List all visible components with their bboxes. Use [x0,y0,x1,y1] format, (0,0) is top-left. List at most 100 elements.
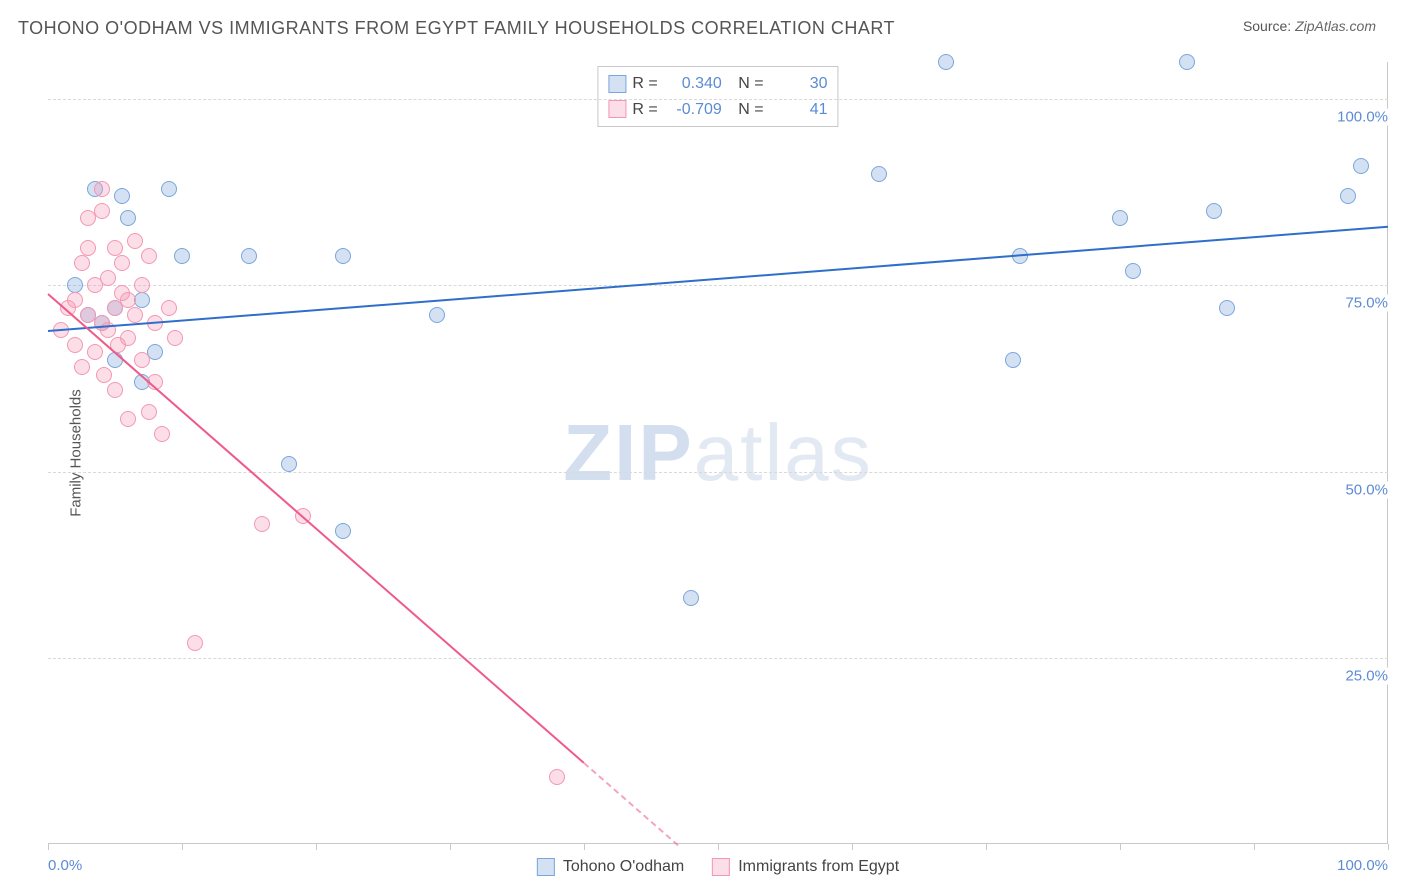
source-value: ZipAtlas.com [1295,18,1376,34]
y-tick-label: 75.0% [1341,295,1392,312]
data-point [120,292,136,308]
source: Source: ZipAtlas.com [1243,18,1376,34]
data-point [1340,188,1356,204]
x-tick-mark [48,844,49,850]
data-point [187,635,203,651]
data-point [114,188,130,204]
data-point [127,307,143,323]
data-point [100,270,116,286]
x-tick-mark [316,844,317,850]
n-value-2: 41 [770,97,828,123]
data-point [1125,263,1141,279]
watermark: ZIPatlas [563,407,872,499]
legend-item-1: Tohono O'odham [537,858,684,876]
x-tick-mark [584,844,585,850]
data-point [96,367,112,383]
data-point [107,382,123,398]
data-point [120,210,136,226]
chart-title: TOHONO O'ODHAM VS IMMIGRANTS FROM EGYPT … [18,18,895,39]
y-tick-label: 50.0% [1341,481,1392,498]
n-label: N = [738,71,763,97]
swatch-series-2b [712,858,730,876]
data-point [80,240,96,256]
data-point [94,181,110,197]
swatch-series-1 [608,75,626,93]
r-value-2: -0.709 [664,97,722,123]
y-axis-line [1387,62,1388,844]
gridline [48,658,1388,659]
x-tick-mark [718,844,719,850]
swatch-series-2 [608,100,626,118]
data-point [938,54,954,70]
data-point [254,516,270,532]
legend-item-2: Immigrants from Egypt [712,858,899,876]
data-point [154,426,170,442]
n-value-1: 30 [770,71,828,97]
data-point [241,248,257,264]
x-tick-mark [1254,844,1255,850]
r-label: R = [632,71,657,97]
data-point [127,233,143,249]
plot-area: Family Households ZIPatlas R = 0.340 N =… [48,62,1388,844]
data-point [134,277,150,293]
data-point [281,456,297,472]
n-label: N = [738,97,763,123]
trend-line [47,293,584,764]
data-point [141,404,157,420]
source-label: Source: [1243,18,1291,34]
data-point [134,292,150,308]
y-tick-label: 25.0% [1341,667,1392,684]
data-point [1179,54,1195,70]
series-legend: Tohono O'odham Immigrants from Egypt [537,858,899,876]
legend-row-1: R = 0.340 N = 30 [608,71,827,97]
x-tick-mark [986,844,987,850]
data-point [74,359,90,375]
data-point [107,240,123,256]
data-point [1112,210,1128,226]
correlation-legend: R = 0.340 N = 30 R = -0.709 N = 41 [597,66,838,127]
data-point [683,590,699,606]
data-point [174,248,190,264]
data-point [1353,158,1369,174]
data-point [161,300,177,316]
gridline [48,285,1388,286]
series-2-name: Immigrants from Egypt [738,858,899,876]
data-point [1005,352,1021,368]
data-point [80,210,96,226]
data-point [1219,300,1235,316]
data-point [429,307,445,323]
x-tick-mark [1120,844,1121,850]
data-point [1206,203,1222,219]
data-point [114,255,130,271]
x-tick-mark [1388,844,1389,850]
x-tick-label: 100.0% [1337,857,1388,874]
data-point [141,248,157,264]
data-point [74,255,90,271]
x-tick-mark [450,844,451,850]
watermark-zip: ZIP [563,408,693,497]
x-tick-mark [182,844,183,850]
x-tick-label: 0.0% [48,857,82,874]
data-point [871,166,887,182]
data-point [67,337,83,353]
data-point [335,248,351,264]
series-1-name: Tohono O'odham [563,858,684,876]
watermark-atlas: atlas [694,408,873,497]
data-point [67,277,83,293]
x-tick-mark [852,844,853,850]
r-value-1: 0.340 [664,71,722,97]
swatch-series-1b [537,858,555,876]
data-point [67,292,83,308]
legend-row-2: R = -0.709 N = 41 [608,97,827,123]
data-point [167,330,183,346]
data-point [87,344,103,360]
trend-line [48,226,1388,332]
data-point [335,523,351,539]
data-point [549,769,565,785]
data-point [161,181,177,197]
trend-line-dashed [583,762,678,846]
data-point [120,330,136,346]
y-tick-label: 100.0% [1333,109,1392,126]
gridline [48,99,1388,100]
data-point [134,352,150,368]
